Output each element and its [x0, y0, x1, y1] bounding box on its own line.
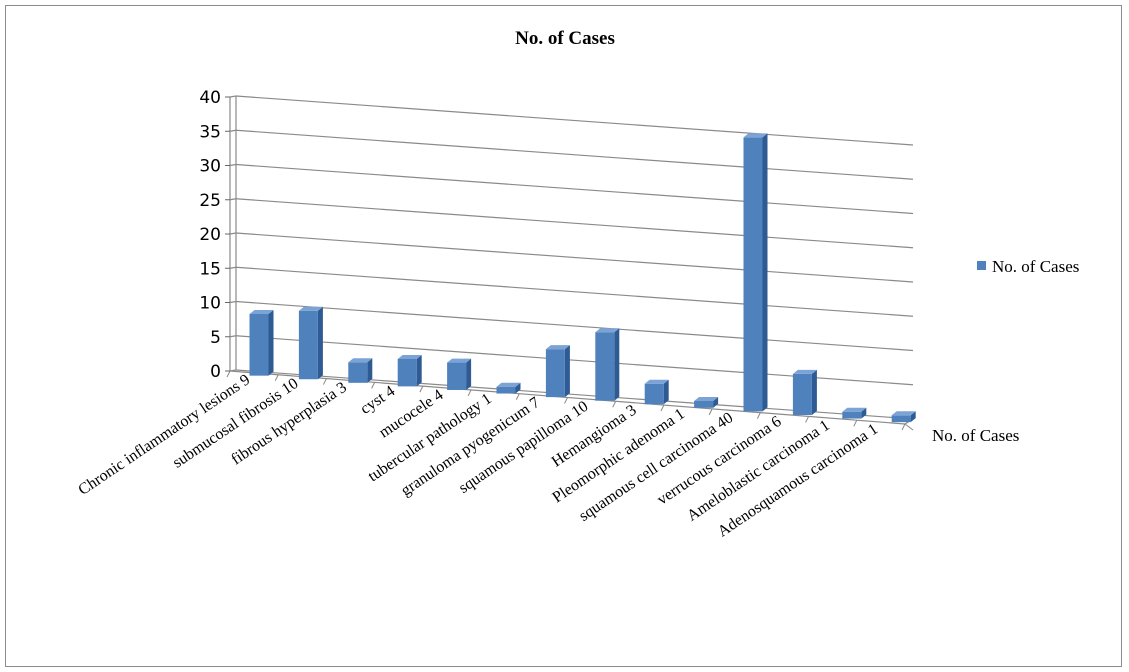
bars	[250, 133, 916, 422]
bar	[299, 307, 323, 380]
x-tick-mark	[323, 379, 326, 385]
bar-front	[842, 412, 861, 419]
depth-axis-label: No. of Cases	[932, 426, 1019, 445]
bar-front	[299, 311, 318, 380]
y-tick-label: 0	[210, 362, 221, 382]
y-tick-label: 5	[210, 328, 221, 348]
x-tick-mark	[709, 409, 712, 415]
bar-front	[793, 374, 812, 415]
bar-side	[664, 380, 669, 405]
bar-side	[812, 370, 817, 415]
category-label: cyst 4	[357, 383, 398, 418]
bar-front	[595, 332, 614, 401]
bar-front	[250, 314, 269, 376]
bar	[497, 383, 521, 394]
y-axis-ticks: 0 5 10 15 20 25 30 35 40	[199, 88, 230, 382]
x-tick-mark	[275, 375, 278, 381]
bar-side	[318, 307, 323, 380]
bar-front	[744, 137, 763, 411]
x-tick-mark	[854, 420, 857, 426]
x-tick-mark	[468, 390, 471, 396]
bar-front	[447, 363, 466, 390]
bar	[398, 355, 422, 386]
y-tick-label: 35	[199, 122, 221, 142]
bar-side	[565, 345, 570, 397]
legend-label: No. of Cases	[992, 257, 1079, 276]
y-tick-label: 20	[199, 225, 221, 245]
x-tick-mark	[372, 382, 375, 388]
side-gridline	[230, 130, 236, 131]
x-tick-mark	[757, 413, 760, 419]
side-gridline	[230, 233, 236, 234]
bar	[744, 133, 768, 411]
bar	[250, 310, 274, 376]
side-gridline	[230, 96, 236, 97]
side-gridline	[230, 165, 236, 166]
bar-side	[269, 310, 274, 376]
bar	[595, 328, 619, 401]
side-gridline	[230, 267, 236, 268]
bar	[694, 397, 718, 408]
x-tick-mark	[516, 394, 519, 400]
bar-side	[763, 133, 768, 411]
bar-front	[398, 359, 417, 386]
x-tick-mark	[902, 424, 905, 430]
bar-front	[546, 349, 565, 397]
bar	[546, 345, 570, 397]
bar	[645, 380, 669, 405]
side-gridline	[230, 336, 236, 337]
bar-side	[367, 358, 372, 383]
y-tick-label: 10	[199, 294, 221, 314]
bar	[793, 370, 817, 415]
bar	[842, 408, 866, 419]
x-tick-mark	[661, 405, 664, 411]
side-gridline	[230, 302, 236, 303]
bar-front	[892, 415, 911, 422]
bar	[447, 359, 471, 390]
y-tick-label: 25	[199, 191, 221, 211]
bar	[892, 411, 916, 422]
bar-side	[614, 328, 619, 401]
y-tick-label: 15	[199, 259, 221, 279]
chart-title: No. of Cases	[515, 28, 615, 49]
bar-side	[417, 355, 422, 386]
bar-front	[645, 384, 664, 405]
x-tick-mark	[565, 398, 568, 404]
bar-side	[466, 359, 471, 390]
side-gridline	[230, 199, 236, 200]
x-tick-mark	[420, 386, 423, 392]
bar-front	[694, 401, 713, 408]
depth-tick-mark	[905, 424, 913, 430]
x-tick-mark	[806, 416, 809, 422]
bar-front	[348, 362, 367, 383]
legend-swatch	[977, 261, 986, 270]
x-tick-mark	[613, 401, 616, 407]
y-tick-label: 40	[199, 88, 221, 108]
y-tick-label: 30	[199, 157, 221, 177]
bar-front	[497, 387, 516, 394]
legend: No. of Cases	[977, 257, 1079, 276]
bar	[348, 358, 372, 383]
x-tick-mark	[227, 371, 230, 377]
